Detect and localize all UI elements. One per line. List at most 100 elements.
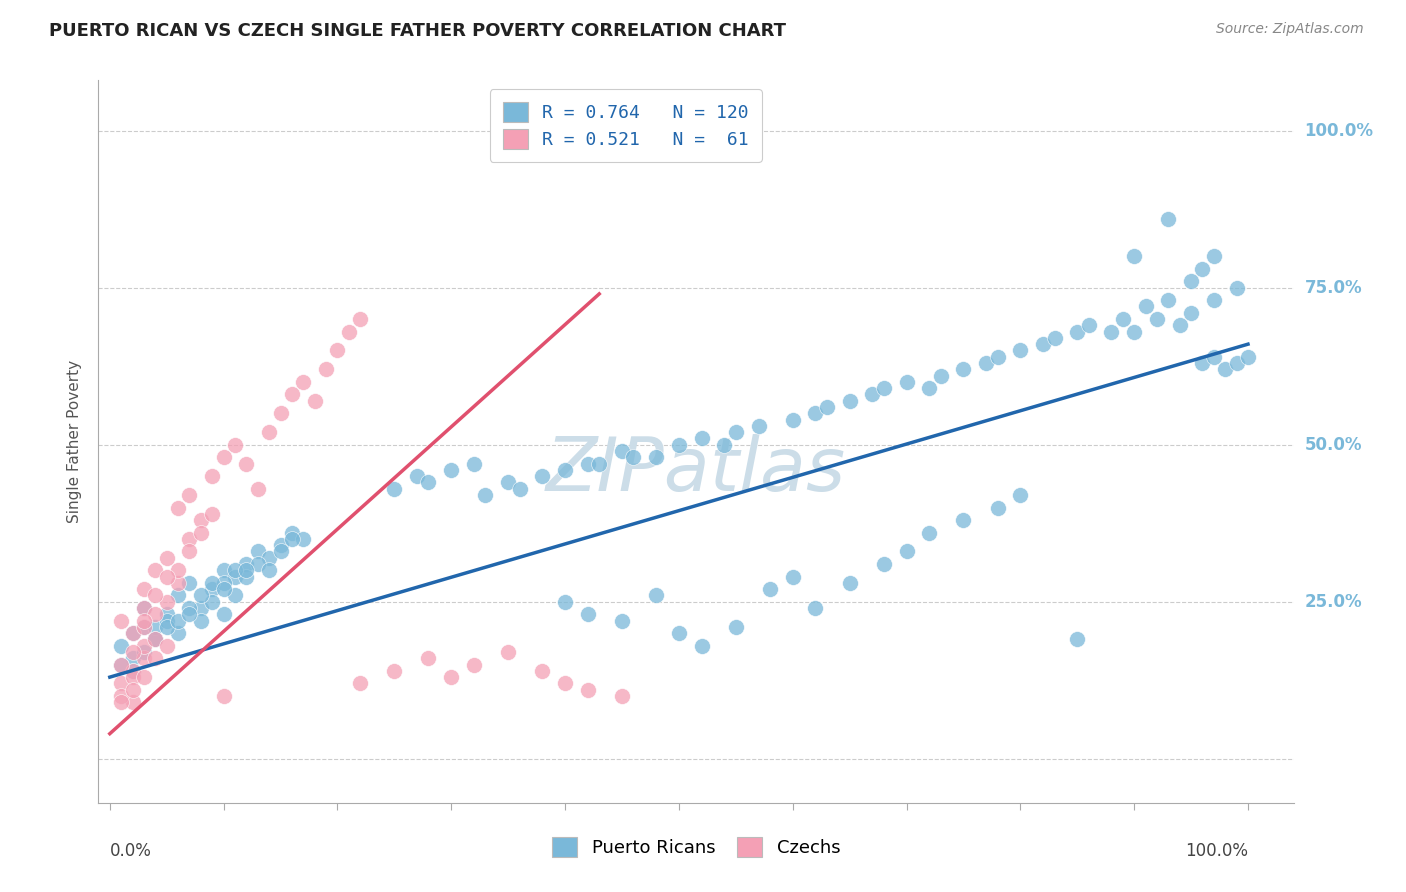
- Point: [531, 664, 554, 678]
- Point: [156, 639, 179, 653]
- Point: [804, 601, 827, 615]
- Point: [201, 507, 224, 521]
- Point: [1237, 350, 1260, 364]
- Point: [224, 563, 246, 577]
- Point: [304, 393, 326, 408]
- Point: [1032, 337, 1054, 351]
- Point: [167, 575, 190, 590]
- Point: [315, 362, 337, 376]
- Point: [179, 544, 201, 558]
- Text: 25.0%: 25.0%: [1305, 593, 1362, 611]
- Point: [668, 438, 690, 452]
- Point: [554, 463, 576, 477]
- Point: [257, 550, 280, 565]
- Point: [1066, 632, 1088, 647]
- Point: [668, 626, 690, 640]
- Point: [610, 689, 633, 703]
- Point: [713, 438, 735, 452]
- Point: [690, 431, 713, 445]
- Point: [212, 582, 235, 597]
- Point: [156, 607, 179, 622]
- Point: [132, 582, 155, 597]
- Point: [121, 682, 143, 697]
- Point: [576, 682, 599, 697]
- Point: [167, 614, 190, 628]
- Point: [132, 645, 155, 659]
- Point: [132, 670, 155, 684]
- Point: [167, 563, 190, 577]
- Text: 100.0%: 100.0%: [1185, 842, 1249, 860]
- Point: [292, 375, 315, 389]
- Point: [610, 444, 633, 458]
- Point: [257, 425, 280, 439]
- Point: [896, 544, 918, 558]
- Point: [496, 645, 519, 659]
- Point: [724, 620, 747, 634]
- Point: [110, 614, 132, 628]
- Point: [896, 375, 918, 389]
- Point: [463, 657, 485, 672]
- Point: [554, 676, 576, 690]
- Point: [143, 632, 166, 647]
- Point: [121, 651, 143, 665]
- Text: 0.0%: 0.0%: [110, 842, 152, 860]
- Point: [463, 457, 485, 471]
- Point: [110, 689, 132, 703]
- Text: Source: ZipAtlas.com: Source: ZipAtlas.com: [1216, 22, 1364, 37]
- Text: PUERTO RICAN VS CZECH SINGLE FATHER POVERTY CORRELATION CHART: PUERTO RICAN VS CZECH SINGLE FATHER POVE…: [49, 22, 786, 40]
- Point: [246, 482, 269, 496]
- Point: [212, 575, 235, 590]
- Point: [382, 664, 405, 678]
- Point: [212, 563, 235, 577]
- Point: [1202, 293, 1225, 308]
- Point: [121, 670, 143, 684]
- Point: [974, 356, 997, 370]
- Point: [588, 457, 610, 471]
- Point: [190, 589, 212, 603]
- Point: [645, 450, 668, 465]
- Point: [1191, 261, 1213, 276]
- Point: [873, 557, 896, 571]
- Point: [132, 601, 155, 615]
- Point: [110, 657, 132, 672]
- Point: [257, 563, 280, 577]
- Point: [987, 350, 1010, 364]
- Point: [987, 500, 1010, 515]
- Point: [1043, 331, 1066, 345]
- Point: [645, 589, 668, 603]
- Point: [212, 450, 235, 465]
- Point: [1146, 312, 1168, 326]
- Point: [1123, 325, 1146, 339]
- Point: [167, 589, 190, 603]
- Point: [838, 575, 860, 590]
- Y-axis label: Single Father Poverty: Single Father Poverty: [67, 360, 83, 523]
- Point: [804, 406, 827, 420]
- Point: [179, 601, 201, 615]
- Point: [143, 632, 166, 647]
- Point: [179, 607, 201, 622]
- Point: [156, 595, 179, 609]
- Point: [156, 569, 179, 583]
- Point: [167, 500, 190, 515]
- Point: [179, 488, 201, 502]
- Point: [143, 607, 166, 622]
- Text: 75.0%: 75.0%: [1305, 278, 1362, 297]
- Point: [690, 639, 713, 653]
- Point: [1226, 356, 1249, 370]
- Point: [121, 664, 143, 678]
- Point: [1180, 274, 1202, 288]
- Legend: Puerto Ricans, Czechs: Puerto Ricans, Czechs: [543, 828, 849, 866]
- Point: [406, 469, 429, 483]
- Point: [132, 620, 155, 634]
- Point: [1077, 318, 1099, 333]
- Point: [1202, 249, 1225, 263]
- Point: [952, 513, 974, 527]
- Point: [121, 626, 143, 640]
- Point: [440, 463, 463, 477]
- Point: [838, 393, 860, 408]
- Point: [121, 664, 143, 678]
- Point: [1226, 280, 1249, 294]
- Point: [143, 589, 166, 603]
- Point: [143, 563, 166, 577]
- Point: [201, 575, 224, 590]
